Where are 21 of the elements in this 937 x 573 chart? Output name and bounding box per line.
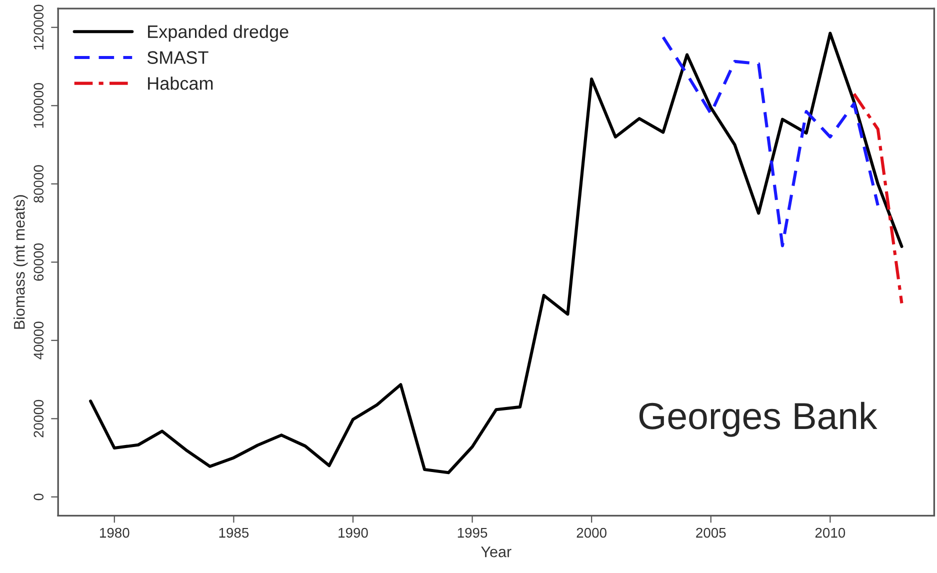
x-tick-label: 1980 [100, 528, 130, 538]
legend-label: Habcam [148, 76, 213, 90]
annotation: Georges Bank [639, 402, 878, 437]
x-tick-label: 2010 [815, 528, 846, 538]
y-tick-label: 120000 [34, 4, 44, 50]
x-tick-label: 2005 [696, 528, 726, 538]
y-tick-label: 100000 [34, 83, 44, 128]
x-axis-title: Year [481, 546, 512, 558]
x-tick-label: 1995 [458, 528, 488, 538]
legend-label: Expanded dredge [148, 24, 288, 42]
y-tick-label: 60000 [34, 243, 44, 281]
y-tick-label: 40000 [34, 322, 44, 360]
x-tick-label: 2000 [576, 528, 606, 538]
y-tick-label: 0 [34, 494, 44, 500]
y-axis-title: Biomass (mt meats) [14, 195, 28, 329]
y-tick-label: 80000 [34, 165, 44, 203]
y-tick-label: 20000 [34, 400, 44, 438]
x-tick-label: 1985 [219, 528, 249, 538]
line-series [662, 36, 880, 248]
x-tick-label: 1990 [338, 528, 368, 538]
legend-label: SMAST [147, 51, 208, 64]
